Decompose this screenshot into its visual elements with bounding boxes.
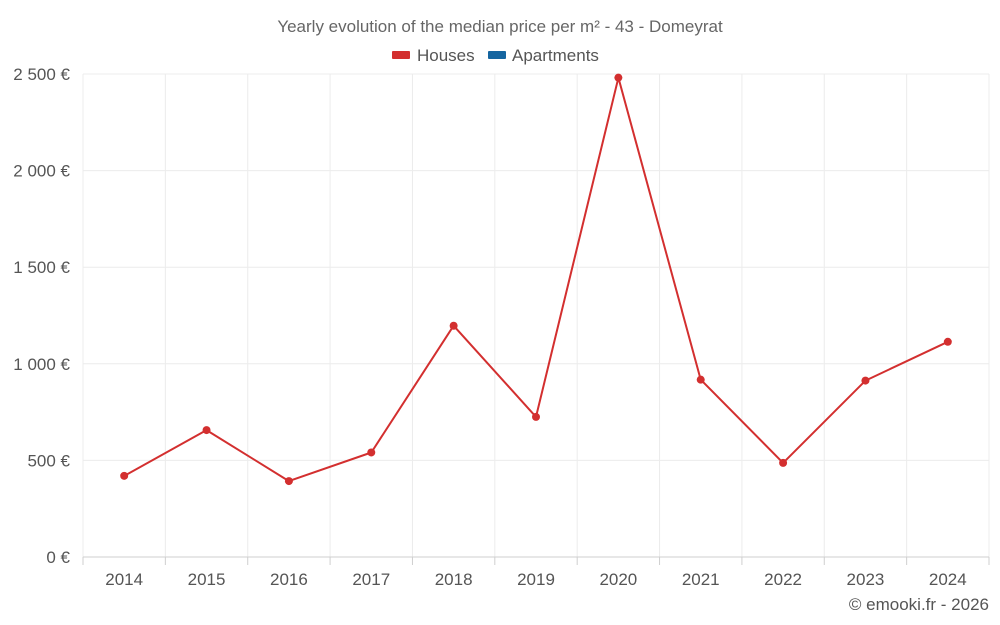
legend-label-apartments: Apartments (512, 46, 599, 65)
data-point-houses[interactable] (779, 458, 788, 467)
data-point-houses[interactable] (532, 412, 540, 421)
y-tick-label: 1 500 € (13, 258, 70, 277)
data-point-houses[interactable] (120, 471, 129, 480)
y-axis-ticks: 0 € 500 € 1 000 € 1 500 € 2 000 € 2 500 € (13, 65, 70, 567)
x-tick-label: 2016 (270, 570, 308, 589)
y-tick-label: 2 500 € (13, 65, 70, 84)
legend-swatch-houses (392, 51, 410, 59)
data-point-houses[interactable] (367, 448, 376, 457)
data-point-houses[interactable] (696, 375, 705, 384)
legend: Houses Apartments (392, 46, 599, 65)
data-point-houses[interactable] (943, 337, 952, 346)
x-axis-ticks: 2014 2015 2016 2017 2018 2019 2020 2021 2022 2023… (82, 557, 990, 589)
series-layer (120, 73, 952, 486)
x-gridlines (82, 74, 990, 557)
legend-label-houses: Houses (417, 46, 475, 65)
data-point-houses[interactable] (449, 321, 458, 330)
x-tick-label: 2022 (764, 570, 802, 589)
x-tick-label: 2024 (929, 570, 967, 589)
legend-swatch-apartments (488, 51, 506, 59)
chart-title: Yearly evolution of the median price per… (277, 17, 723, 36)
data-point-houses[interactable] (861, 376, 870, 385)
credit-text: © emooki.fr - 2026 (849, 595, 989, 614)
y-tick-label: 2 000 € (13, 162, 70, 181)
x-tick-label: 2014 (105, 570, 143, 589)
x-tick-label: 2023 (847, 570, 885, 589)
x-tick-label: 2015 (188, 570, 226, 589)
legend-item-apartments[interactable]: Apartments (488, 46, 599, 65)
x-tick-label: 2021 (682, 570, 720, 589)
y-tick-label: 1 000 € (13, 355, 70, 374)
x-tick-label: 2018 (435, 570, 473, 589)
data-point-houses[interactable] (202, 426, 211, 435)
data-point-houses[interactable] (614, 73, 623, 82)
x-tick-label: 2017 (352, 570, 390, 589)
legend-item-houses[interactable]: Houses (392, 46, 475, 65)
x-tick-label: 2019 (517, 570, 555, 589)
data-point-houses[interactable] (284, 477, 293, 486)
y-tick-label: 500 € (27, 451, 70, 470)
x-tick-label: 2020 (599, 570, 637, 589)
y-gridlines (83, 73, 989, 461)
y-tick-label: 0 € (46, 548, 70, 567)
